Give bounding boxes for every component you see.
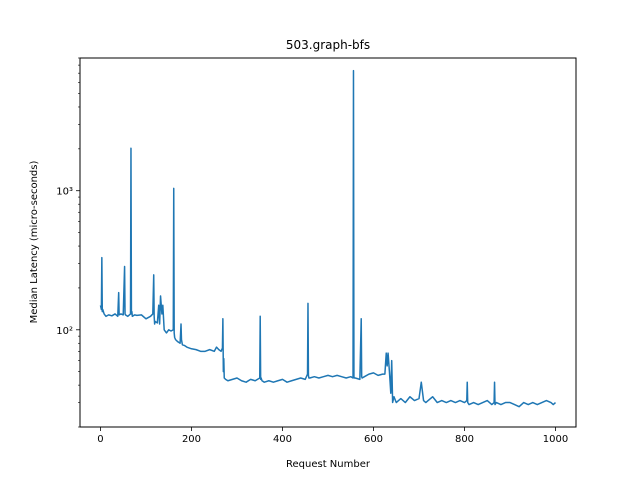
plot-area bbox=[99, 69, 557, 408]
chart-title: 503.graph-bfs bbox=[286, 38, 370, 52]
x-tick-label: 400 bbox=[273, 434, 292, 445]
x-tick-label: 600 bbox=[364, 434, 383, 445]
x-axis: 0 200 400 600 800 1000 bbox=[97, 427, 568, 445]
x-tick-label: 200 bbox=[182, 434, 201, 445]
axes-frame bbox=[79, 57, 577, 428]
y-tick-label: 10² bbox=[56, 326, 73, 337]
x-tick-label: 800 bbox=[455, 434, 474, 445]
series-line-0 bbox=[99, 69, 557, 408]
y-axis-label: Median Latency (micro-seconds) bbox=[29, 161, 40, 324]
x-tick-label: 0 bbox=[97, 434, 103, 445]
x-tick-label: 1000 bbox=[543, 434, 568, 445]
y-axis: 10² 10³ bbox=[56, 57, 80, 428]
y-tick-label: 10³ bbox=[56, 187, 73, 198]
x-axis-label: Request Number bbox=[286, 459, 371, 470]
